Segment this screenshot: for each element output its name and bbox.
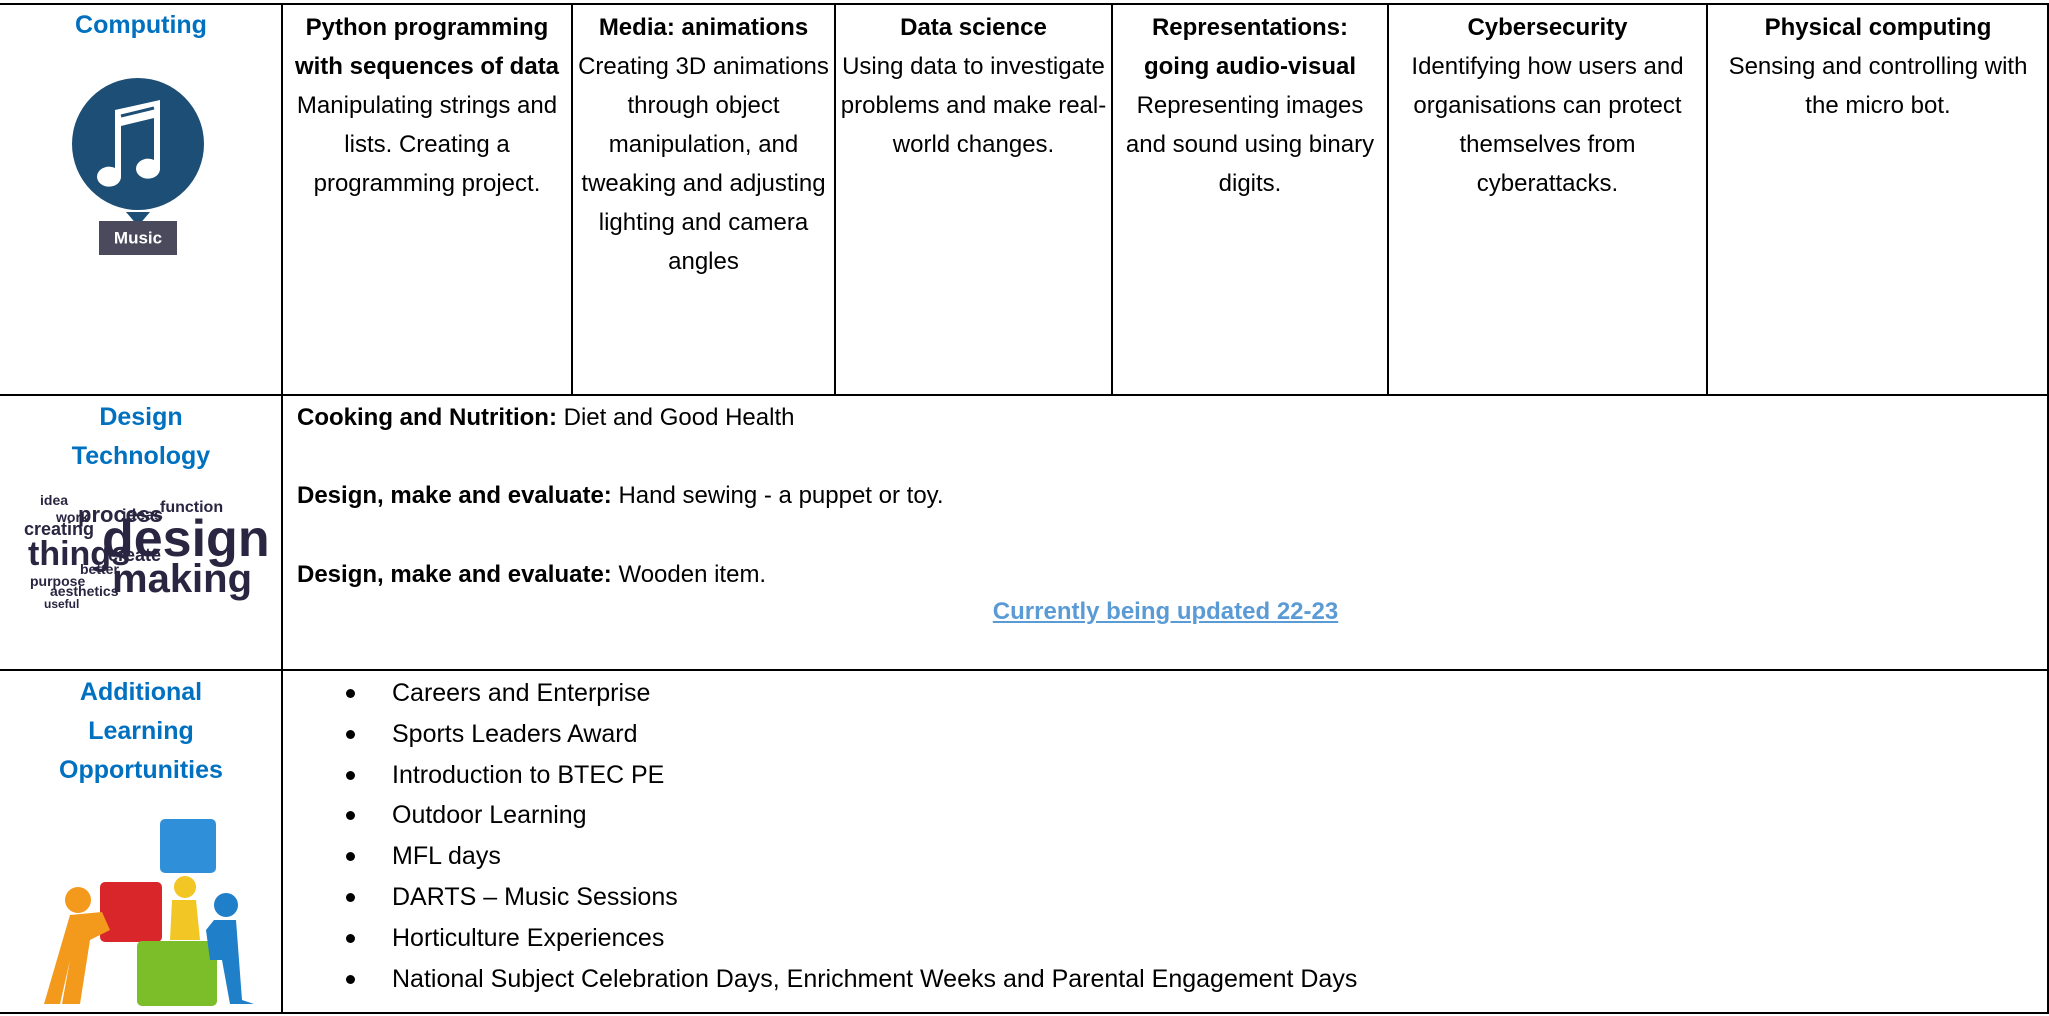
list-item: Careers and Enterprise (340, 673, 650, 713)
unit-text: Sensing and controlling with the micro b… (1728, 53, 2028, 119)
unit-cell: Media: animations Creating 3D animations … (572, 4, 835, 281)
unit-title: Representations: going audio-visual (1143, 14, 1356, 80)
unit-text: Manipulating strings and lists. Creating… (296, 92, 558, 197)
item-text: Horticulture Experiences (392, 923, 665, 952)
blocks-icon (44, 819, 254, 1006)
item-text: MFL days (392, 842, 501, 871)
grid-lines (0, 3, 2049, 1014)
list-item: Sports Leaders Award (340, 714, 638, 754)
unit-text: Creating 3D animations through object ma… (578, 53, 829, 275)
unit-title: Physical computing (1764, 14, 1992, 41)
list-item: Outdoor Learning (340, 795, 587, 835)
subject: Computing (75, 11, 207, 39)
cloud-word: create (108, 545, 161, 565)
unit-cell: Physical computing Sensing and controllin… (1707, 4, 2049, 125)
item-title: Design, make and evaluate: (297, 561, 612, 588)
item-text: Introduction to BTEC PE (392, 760, 665, 789)
item-text: DARTS – Music Sessions (392, 883, 678, 911)
item-text: Outdoor Learning (392, 801, 587, 830)
list-item: National Subject Celebration Days, Enric… (340, 959, 1357, 999)
subject: Design Technology (71, 403, 211, 470)
cloud-word: idea (40, 492, 68, 508)
cloud-word: making (112, 557, 252, 601)
dt-item: Cooking and Nutrition: Diet and Good Hea… (297, 398, 794, 437)
subject: Additional Learning Opportunities (59, 678, 223, 784)
update-note[interactable]: Currently being updated 22-23 (992, 598, 1339, 625)
unit-cell: Python programming with sequences of dat… (282, 4, 572, 203)
item-title: Cooking and Nutrition: (297, 404, 557, 431)
item-text: Hand sewing - a puppet or toy. (618, 482, 944, 509)
dt-item: Design, make and evaluate: Wooden item. (297, 555, 766, 594)
item-text: Sports Leaders Award (392, 719, 638, 748)
cloud-word: things (28, 535, 130, 573)
list-item: Introduction to BTEC PE (340, 755, 664, 795)
dt-item: Design, make and evaluate: Hand sewing -… (297, 476, 944, 515)
unit-title: Cybersecurity (1467, 14, 1628, 41)
item-title: Design, make and evaluate: (297, 482, 612, 509)
item-text: National Subject Celebration Days, Enric… (392, 964, 1358, 993)
cloud-word: purpose (30, 573, 85, 589)
unit-cell: Cybersecurity Identifying how users and o… (1388, 4, 1707, 203)
unit-cell: Data science Using data to investigate pr… (835, 4, 1112, 164)
unit-title: Media: animations (598, 14, 809, 41)
unit-title: Python programming with sequences of dat… (294, 14, 560, 80)
cloud-word: process (78, 502, 162, 527)
unit-text: Using data to investigate problems and m… (840, 53, 1107, 158)
list-item: MFL days (340, 836, 501, 876)
unit-text: Representing images and sound using bina… (1125, 92, 1375, 197)
cloud-word: creating (24, 519, 94, 539)
item-text: Careers and Enterprise (392, 679, 651, 707)
cloud-word: ideas (122, 507, 163, 524)
item-text: Diet and Good Health (563, 404, 795, 431)
unit-text: Identifying how users and organisations … (1411, 53, 1684, 197)
cloud-word: better (80, 561, 119, 577)
icon-label: Music (114, 228, 162, 247)
cloud-word: useful (44, 597, 79, 611)
cloud-word: work (55, 509, 89, 525)
unit-cell: Representations: going audio-visual Repre… (1112, 4, 1388, 203)
cloud-word: function (160, 499, 223, 516)
list-item: DARTS – Music Sessions (340, 877, 678, 917)
unit-title: Data science (900, 14, 1047, 41)
music-icon: Music (72, 78, 204, 255)
list-item: Horticulture Experiences (340, 918, 664, 958)
item-text: Wooden item. (618, 561, 767, 588)
cloud-word: design (102, 510, 270, 568)
cloud-word: aesthetics (50, 583, 119, 599)
